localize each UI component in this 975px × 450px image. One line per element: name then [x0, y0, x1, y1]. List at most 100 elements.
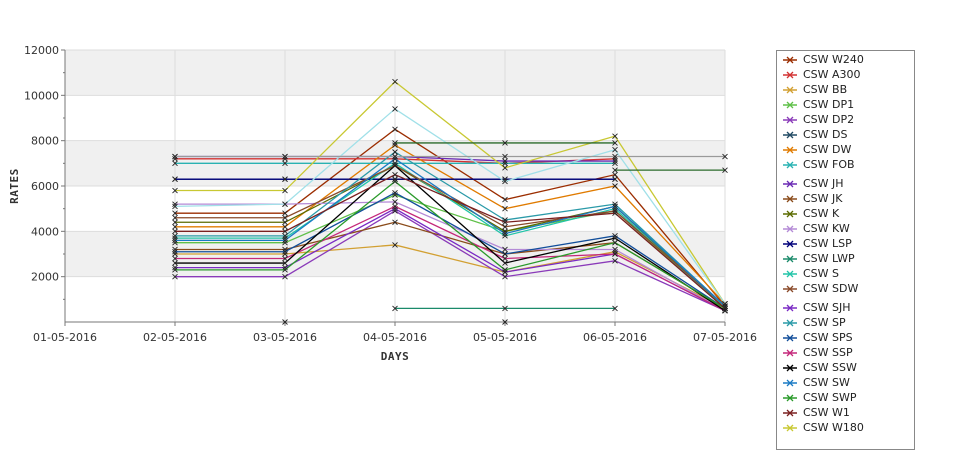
data-point-marker	[172, 223, 178, 230]
series-line	[175, 192, 726, 309]
data-point-marker	[392, 189, 398, 196]
legend-swatch-icon	[783, 56, 797, 63]
x-tick-label: 07-05-2016	[693, 331, 757, 344]
legend-item: CSW JK	[777, 191, 914, 206]
data-point-marker	[612, 158, 618, 164]
legend-item: CSW KW	[777, 221, 914, 236]
legend-swatch-icon	[783, 161, 797, 168]
y-tick-label: 2000	[31, 271, 59, 284]
data-point-marker	[172, 160, 178, 167]
legend-label: CSW W180	[803, 421, 864, 434]
y-tick-label: 12000	[24, 44, 59, 57]
data-point-marker	[392, 171, 398, 178]
data-point-marker	[392, 78, 398, 85]
legend-item: CSW SPS	[777, 330, 914, 345]
y-tick-label: 6000	[31, 180, 59, 193]
legend-label: CSW A300	[803, 68, 861, 81]
data-point-marker	[612, 176, 618, 183]
legend-swatch-icon	[783, 225, 797, 232]
series-line	[174, 108, 726, 305]
data-point-marker	[722, 153, 728, 160]
series-line	[175, 180, 726, 309]
x-tick-label: 06-05-2016	[583, 331, 647, 344]
data-point-marker	[392, 149, 398, 155]
series-line	[175, 210, 726, 312]
data-point-marker	[612, 233, 618, 239]
y-axis-label: RATES	[8, 168, 21, 204]
data-point-marker	[502, 233, 508, 239]
data-point-marker	[282, 233, 288, 239]
legend-label: CSW BB	[803, 83, 848, 96]
data-point-marker	[502, 319, 508, 325]
x-tick-label: 02-05-2016	[143, 331, 207, 344]
data-point-marker	[392, 160, 398, 167]
legend-swatch-icon	[783, 71, 797, 78]
series-line	[175, 164, 726, 312]
legend-swatch-icon	[783, 180, 797, 187]
data-point-marker	[502, 305, 508, 312]
legend-label: CSW SPS	[803, 331, 853, 344]
legend-item: CSW DP1	[777, 97, 914, 112]
data-point-marker	[502, 273, 508, 280]
series-29	[282, 319, 508, 325]
data-point-marker	[612, 210, 618, 217]
legend-label: CSW DP2	[803, 113, 855, 126]
data-point-marker	[612, 153, 618, 160]
legend-item: CSW DP2	[777, 112, 914, 127]
legend-item: CSW LWP	[777, 251, 914, 266]
data-point-marker	[502, 267, 508, 273]
legend-swatch-icon	[783, 409, 797, 416]
data-point-marker	[172, 214, 178, 221]
series-line	[175, 158, 726, 307]
legend-label: CSW DW	[803, 143, 852, 156]
data-point-marker	[502, 165, 508, 171]
data-point-marker	[282, 214, 288, 221]
legend-label: CSW JK	[803, 192, 843, 205]
legend-swatch-icon	[783, 424, 797, 431]
data-point-marker	[392, 305, 398, 312]
legend-swatch-icon	[783, 334, 797, 341]
data-point-marker	[612, 203, 618, 210]
data-point-marker	[172, 255, 178, 262]
data-point-marker	[502, 269, 508, 275]
legend-item: CSW DS	[777, 127, 914, 142]
data-point-marker	[392, 153, 398, 160]
data-point-marker	[282, 187, 288, 194]
data-point-marker	[282, 260, 288, 266]
legend-label: CSW W240	[803, 53, 864, 66]
data-point-marker	[722, 301, 728, 307]
data-point-marker	[392, 176, 398, 183]
data-point-marker	[172, 237, 178, 244]
data-point-marker	[282, 176, 288, 183]
series-19	[172, 203, 728, 314]
y-tick-label: 4000	[31, 225, 59, 238]
legend-swatch-icon	[783, 394, 797, 401]
x-tick-label: 01-05-2016	[33, 331, 97, 344]
legend-label: CSW DP1	[803, 98, 855, 111]
data-point-marker	[172, 210, 178, 217]
legend-swatch-icon	[783, 364, 797, 371]
data-point-marker	[282, 210, 288, 217]
legend-swatch-icon	[783, 146, 797, 153]
data-point-marker	[722, 307, 728, 314]
x-tick-label: 04-05-2016	[363, 331, 427, 344]
x-axis-ticks: 01-05-2016 02-05-2016 03-05-2016 04-05-2016…	[33, 322, 757, 344]
data-point-marker	[392, 203, 398, 210]
data-point-marker	[612, 235, 618, 241]
series-line	[175, 173, 726, 309]
data-point-marker	[502, 223, 508, 230]
data-point-marker	[172, 273, 178, 280]
data-point-marker	[502, 251, 508, 257]
legend-label: CSW LWP	[803, 252, 855, 265]
legend-swatch-icon	[783, 86, 797, 93]
data-point-marker	[612, 251, 618, 257]
legend-item: CSW LSP	[777, 236, 914, 251]
series-28	[612, 167, 728, 173]
data-point-marker	[502, 255, 508, 262]
legend-label: CSW SDW	[803, 282, 859, 295]
legend-item: CSW JH	[777, 176, 914, 191]
series-27	[392, 140, 618, 146]
data-point-marker	[392, 219, 398, 226]
legend-label: CSW SSP	[803, 346, 853, 359]
data-point-marker	[172, 248, 178, 255]
